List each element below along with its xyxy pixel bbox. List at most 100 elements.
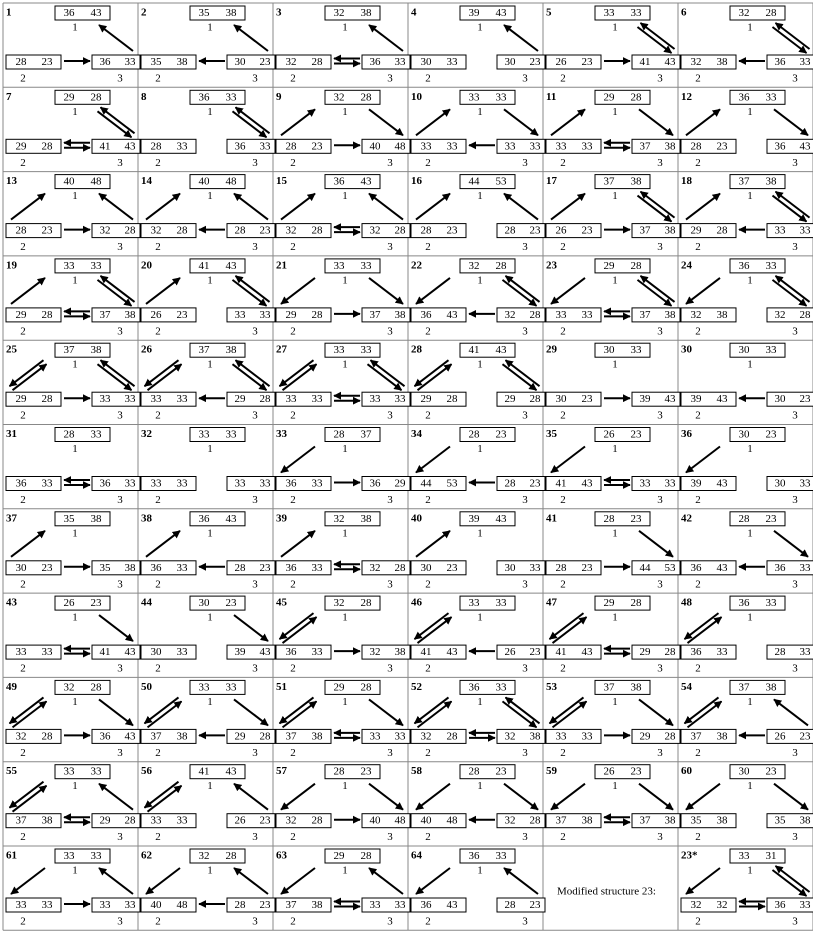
- arrow: [416, 616, 453, 644]
- node-label: 1: [747, 696, 753, 708]
- box-value: 33: [226, 91, 238, 103]
- box-value: 38: [530, 730, 542, 742]
- node-label: 2: [290, 578, 296, 590]
- box-value: 41: [199, 260, 210, 272]
- value-box: [631, 223, 681, 239]
- node-label: 1: [72, 865, 78, 877]
- box-value: 30: [199, 597, 211, 609]
- box-value: 29: [334, 850, 346, 862]
- box-value: 28: [530, 815, 542, 827]
- arrow: [416, 363, 453, 391]
- value-box: [459, 427, 516, 442]
- value-box: [226, 728, 276, 744]
- value-box: [5, 644, 62, 660]
- structure-id: 61: [6, 850, 17, 862]
- node-label: 2: [425, 241, 431, 253]
- node-label: 2: [155, 325, 161, 337]
- node-label: 1: [342, 612, 348, 624]
- box-value: 43: [125, 646, 137, 658]
- node-label: 2: [155, 663, 161, 675]
- box-value: 33: [100, 393, 112, 405]
- value-box: [680, 138, 737, 154]
- box-value: 44: [469, 176, 481, 188]
- arrow: [548, 696, 585, 725]
- box-value: 37: [286, 899, 298, 911]
- box-value: 33: [177, 393, 189, 405]
- arrow: [146, 363, 183, 391]
- arrow: [368, 24, 404, 52]
- arrow: [685, 277, 721, 305]
- box-value: 33: [361, 260, 373, 272]
- value-box: [594, 5, 651, 21]
- structure-id: 20: [141, 259, 153, 271]
- value-box: [729, 848, 786, 864]
- arrow: [99, 106, 136, 135]
- value-box: [275, 813, 332, 829]
- arrow: [686, 700, 723, 729]
- box-value: 28: [312, 815, 324, 827]
- box-value: 32: [16, 730, 27, 742]
- box-value: 33: [100, 899, 112, 911]
- box-value: 28: [286, 140, 298, 152]
- node-label: 1: [207, 274, 213, 286]
- box-value: 37: [286, 730, 298, 742]
- box-value: 28: [739, 513, 751, 525]
- box-value: 26: [151, 309, 163, 321]
- value-box: [729, 511, 786, 527]
- box-value: 41: [556, 478, 567, 490]
- box-value: 33: [421, 140, 433, 152]
- value-box: [496, 138, 546, 154]
- value-box: [226, 476, 276, 491]
- structure-id: 16: [411, 175, 423, 187]
- value-box: [631, 728, 681, 744]
- node-label: 3: [252, 916, 258, 928]
- arrow: [231, 110, 268, 139]
- box-value: 23: [800, 730, 812, 742]
- box-value: 23: [582, 393, 594, 405]
- node-label: 2: [155, 410, 161, 422]
- node-label: 3: [117, 663, 123, 675]
- box-value: 53: [447, 478, 459, 490]
- value-box: [54, 848, 111, 864]
- node-label: 1: [612, 190, 618, 202]
- box-value: 28: [226, 850, 238, 862]
- node-label: 1: [477, 22, 483, 34]
- box-value: 37: [739, 176, 751, 188]
- structure-id: 38: [141, 512, 153, 524]
- value-box: [459, 511, 516, 527]
- box-value: 33: [640, 478, 652, 490]
- arrow: [683, 696, 720, 725]
- structure-id: 45: [276, 597, 288, 609]
- box-value: 29: [604, 597, 616, 609]
- structure-id: 7: [6, 91, 12, 103]
- box-value: 32: [334, 597, 345, 609]
- arrow: [774, 190, 811, 219]
- value-box: [680, 223, 737, 239]
- arrow: [501, 279, 538, 307]
- node-label: 1: [342, 274, 348, 286]
- box-value: 32: [286, 225, 297, 237]
- node-label: 1: [612, 22, 618, 34]
- box-value: 32: [505, 730, 516, 742]
- structure-id: 13: [6, 175, 18, 187]
- box-value: 53: [496, 176, 508, 188]
- value-box: [545, 391, 602, 407]
- value-box: [594, 342, 651, 358]
- structure-id: 54: [681, 681, 693, 693]
- box-value: 28: [505, 899, 517, 911]
- value-box: [459, 258, 516, 274]
- structure-id: 40: [411, 512, 423, 524]
- value-box: [496, 307, 546, 323]
- value-box: [545, 644, 602, 660]
- node-label: 3: [657, 73, 663, 85]
- box-value: 36: [739, 260, 751, 272]
- node-label: 1: [747, 106, 753, 118]
- node-label: 2: [20, 578, 26, 590]
- value-box: [680, 897, 737, 913]
- arrow: [278, 696, 315, 725]
- box-value: 33: [556, 140, 568, 152]
- value-box: [680, 307, 737, 323]
- value-box: [140, 813, 197, 829]
- value-box: [680, 391, 737, 407]
- structure-id: 1: [6, 7, 12, 19]
